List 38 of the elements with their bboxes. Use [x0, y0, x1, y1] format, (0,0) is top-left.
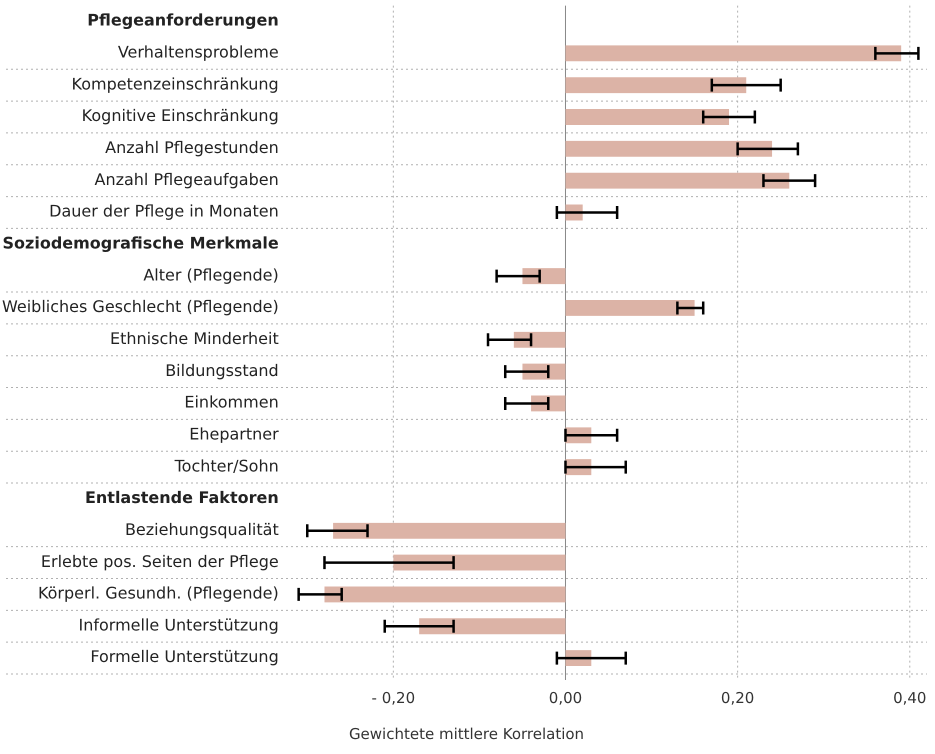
- y-tick-label: Anzahl Pflegestunden: [105, 138, 279, 157]
- bar: [419, 618, 566, 634]
- y-tick-label: Entlastende Faktoren: [84, 488, 279, 508]
- y-tick-label: Formelle Unterstützung: [90, 647, 279, 666]
- bar: [324, 586, 566, 602]
- y-tick-label: Informelle Unterstützung: [78, 615, 279, 634]
- x-tick-label: 0,20: [720, 688, 754, 707]
- y-tick-label: Kompetenzeinschränkung: [72, 74, 279, 94]
- bar: [565, 300, 695, 316]
- y-tick-label: Weibliches Geschlecht (Pflegende): [2, 297, 279, 316]
- y-tick-label: Pflegeanforderungen: [87, 10, 279, 30]
- y-tick-label: Körperl. Gesundh. (Pflegende): [38, 584, 279, 603]
- bar: [333, 522, 566, 539]
- y-tick-label: Einkommen: [184, 392, 279, 412]
- y-tick-label: Kognitive Einschränkung: [82, 106, 279, 126]
- y-tick-label: Bildungsstand: [165, 360, 279, 380]
- y-tick-label: Anzahl Pflegeaufgaben: [94, 170, 279, 189]
- y-tick-label: Verhaltensprobleme: [118, 42, 279, 62]
- bar: [565, 45, 902, 62]
- y-tick-label: Ethnische Minderheit: [110, 328, 279, 348]
- y-tick-label: Beziehungsqualität: [124, 520, 279, 539]
- y-tick-label: Erlebte pos. Seiten der Pflege: [40, 552, 279, 571]
- y-tick-label: Ehepartner: [189, 424, 280, 444]
- bar: [514, 332, 566, 348]
- bar: [565, 109, 730, 125]
- y-tick-label: Tochter/Sohn: [174, 456, 279, 476]
- y-tick-label: Alter (Pflegende): [143, 265, 279, 284]
- x-tick-label: 0,40: [893, 688, 926, 707]
- bar: [565, 140, 772, 157]
- y-tick-label: Soziodemografische Merkmale: [2, 233, 279, 252]
- x-tick-label: 0,00: [548, 688, 582, 707]
- x-axis-title: Gewichtete mittlere Korrelation: [348, 724, 584, 743]
- y-tick-label: Dauer der Pflege in Monaten: [49, 202, 279, 221]
- bar: [565, 172, 790, 189]
- bar: [565, 77, 746, 94]
- bar: [393, 554, 566, 571]
- x-tick-label: - 0,20: [372, 688, 416, 707]
- bar: [522, 268, 566, 284]
